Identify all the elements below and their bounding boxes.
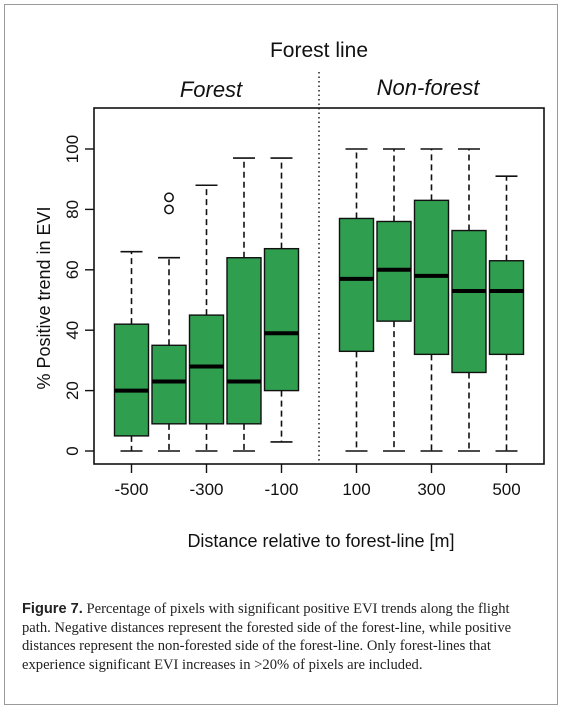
outlier-point xyxy=(164,204,174,215)
caption-label: Figure 7. xyxy=(22,601,83,617)
region-label-forest: Forest xyxy=(180,77,243,102)
x-tick-label: -300 xyxy=(189,480,223,499)
x-tick-label: -100 xyxy=(264,480,298,499)
x-tick-label: 100 xyxy=(342,480,370,499)
y-tick-label: 20 xyxy=(63,381,82,400)
y-axis-label: % Positive trend in EVI xyxy=(34,206,54,389)
x-tick-label: -500 xyxy=(114,480,148,499)
chart-title: Forest line xyxy=(270,39,368,62)
y-tick-label: 60 xyxy=(63,260,82,279)
x-axis-label: Distance relative to forest-line [m] xyxy=(187,531,454,551)
boxplot-chart: Forest line Forest Non-forest % Positive… xyxy=(34,39,545,551)
box-2 xyxy=(188,314,225,425)
box-3 xyxy=(226,257,262,425)
y-tick-label: 80 xyxy=(63,200,82,219)
x-tick-label: 300 xyxy=(417,480,445,499)
outlier-point xyxy=(164,192,174,203)
box-9 xyxy=(488,260,525,356)
box-8 xyxy=(451,229,487,374)
y-tick-label: 0 xyxy=(63,446,82,455)
box-5 xyxy=(338,217,375,353)
figure-caption: Figure 7. Percentage of pixels with sign… xyxy=(22,600,542,674)
y-tick-label: 100 xyxy=(63,135,82,163)
x-tick-label: 500 xyxy=(492,480,520,499)
box-4 xyxy=(263,247,300,392)
box-1 xyxy=(151,344,187,425)
box-0 xyxy=(113,323,150,437)
caption-text: Percentage of pixels with significant po… xyxy=(22,601,512,673)
y-tick-label: 40 xyxy=(63,321,82,340)
region-label-non-forest: Non-forest xyxy=(377,75,481,100)
